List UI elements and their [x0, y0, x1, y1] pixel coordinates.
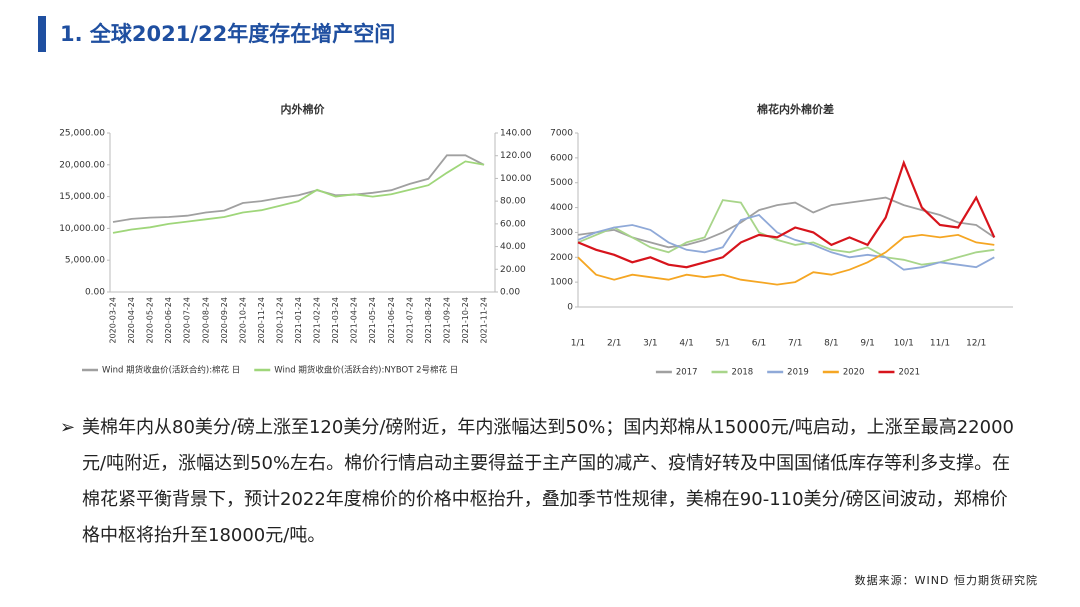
x-tick-label: 2021-08-24	[424, 297, 433, 344]
series-line	[577, 159, 996, 269]
x-tick-label: 2021-11-24	[480, 297, 489, 344]
legend-label: 2018	[732, 368, 754, 378]
y2-tick-label: 20.00	[500, 265, 526, 275]
y-tick-label: 4000	[550, 203, 573, 213]
body-text: 美棉年内从80美分/磅上涨至120美分/磅附近，年内涨幅达到50%；国内郑棉从1…	[82, 417, 1014, 546]
legend-label: Wind 期货收盘价(活跃合约):棉花 日	[102, 365, 240, 376]
legend-label: 2021	[898, 368, 920, 378]
x-tick-label: 2020-12-24	[275, 297, 284, 344]
source: 数据来源：WIND 恒力期货研究院	[854, 574, 1038, 587]
x-tick-label: 11/1	[930, 339, 950, 349]
x-tick-label: 2021-07-24	[405, 297, 414, 344]
legend-label: Wind 期货收盘价(活跃合约):NYBOT 2号棉花 日	[274, 365, 458, 376]
y-tick-label: 6000	[550, 153, 573, 163]
x-tick-label: 2020-07-24	[183, 297, 192, 344]
x-tick-label: 2021-01-24	[294, 297, 303, 344]
x-tick-label: 2021-04-24	[350, 297, 359, 344]
x-tick-label: 3/1	[643, 339, 657, 349]
x-tick-label: 2021-09-24	[442, 297, 451, 344]
x-tick-label: 6/1	[752, 339, 766, 349]
x-tick-label: 2021-10-24	[461, 297, 470, 344]
x-tick-label: 2020-03-24	[109, 297, 118, 344]
x-tick-label: 5/1	[716, 339, 730, 349]
y-tick-label: 7000	[550, 129, 573, 139]
y-tick-label: 0	[567, 303, 573, 313]
y2-tick-label: 100.00	[500, 174, 532, 184]
x-tick-label: 1/1	[571, 339, 585, 349]
legend-label: 2019	[787, 368, 809, 378]
x-tick-label: 2020-11-24	[257, 297, 266, 344]
series-line	[112, 160, 485, 234]
x-tick-label: 2020-05-24	[146, 297, 155, 344]
x-tick-label: 4/1	[679, 339, 693, 349]
x-tick-label: 2021-06-24	[387, 297, 396, 344]
chart-title: 棉花内外棉价差	[757, 102, 834, 116]
x-tick-label: 2/1	[607, 339, 621, 349]
y-tick-label: 3000	[550, 228, 573, 238]
x-tick-label: 7/1	[788, 339, 802, 349]
x-tick-label: 2020-09-24	[220, 297, 229, 344]
y-tick-label: 0.00	[85, 288, 105, 298]
y2-tick-label: 140.00	[500, 129, 532, 139]
y-tick-label: 15,000.00	[59, 192, 105, 202]
y-tick-label: 5,000.00	[65, 256, 105, 266]
x-tick-label: 2020-04-24	[127, 297, 136, 344]
x-tick-label: 2021-05-24	[368, 297, 377, 344]
y-tick-label: 1000	[550, 278, 573, 288]
slide-title: 1. 全球2021/22年度存在增产空间	[60, 22, 396, 46]
series-line	[112, 154, 485, 223]
x-tick-label: 12/1	[966, 339, 986, 349]
series-line	[577, 196, 995, 249]
series-line	[577, 213, 995, 271]
y-tick-label: 5000	[550, 178, 573, 188]
x-tick-label: 9/1	[860, 339, 874, 349]
charts: 内外棉价 0.00 5,000.00 10,000.00 15,000.00 20,000…	[59, 102, 1013, 378]
x-tick-label: 10/1	[894, 339, 914, 349]
y-tick-label: 25,000.00	[59, 129, 105, 139]
y2-tick-label: 80.00	[500, 197, 526, 207]
y2-tick-label: 60.00	[500, 219, 526, 229]
x-tick-label: 2020-10-24	[238, 297, 247, 344]
y-tick-label: 20,000.00	[59, 160, 105, 170]
legend-label: 2017	[676, 368, 698, 378]
y-tick-label: 2000	[550, 253, 573, 263]
y-tick-label: 10,000.00	[59, 224, 105, 234]
x-tick-label: 2021-03-24	[331, 297, 340, 344]
y2-tick-label: 0.00	[500, 288, 520, 298]
x-tick-label: 2020-06-24	[164, 297, 173, 344]
series-line	[577, 233, 995, 286]
y2-tick-label: 120.00	[500, 151, 532, 161]
x-tick-label: 2020-08-24	[201, 297, 210, 344]
x-tick-label: 8/1	[824, 339, 838, 349]
x-tick-label: 2021-02-24	[313, 297, 322, 344]
series-line	[577, 199, 995, 266]
title-bar	[38, 16, 46, 52]
y2-tick-label: 40.00	[500, 242, 526, 252]
chart-title: 内外棉价	[281, 102, 326, 116]
legend-label: 2020	[843, 368, 865, 378]
bullet-icon: ➢	[60, 417, 76, 438]
